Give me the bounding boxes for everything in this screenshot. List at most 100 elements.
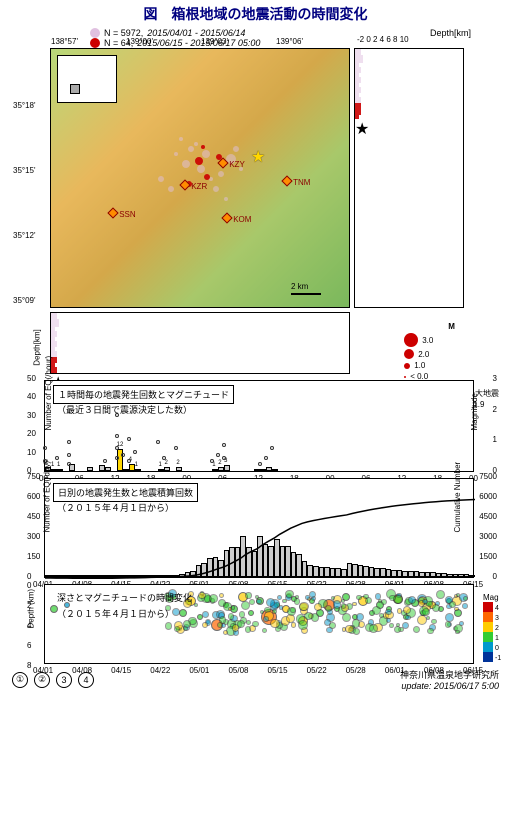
depth-time-point — [291, 622, 297, 628]
hourly-chart: １時間毎の地震発生回数とマグニチュード （最近３日間で震源決定した数） Numb… — [44, 380, 474, 472]
max-eq-star: ★ — [355, 119, 463, 139]
depth-profile-ew: -2 0 2 4 6 8 10 ★ — [354, 48, 464, 308]
hourly-bar-label: 2 — [218, 460, 221, 466]
depth-time-point — [445, 621, 452, 628]
period2-symbol — [90, 38, 100, 48]
magnitude-colorbar: Mag43210-1 — [483, 593, 493, 662]
depthtime-xtick: 04/08 — [72, 666, 92, 675]
depthtime-ytick: 0 — [27, 581, 31, 590]
hourly-mag-point — [127, 459, 131, 463]
hourly-bar — [105, 467, 111, 471]
colorbar-tick: 4 — [495, 605, 499, 612]
hourly-bar — [224, 465, 230, 471]
hourly-bar-label: 1 — [51, 462, 54, 468]
depth-time-point — [298, 620, 308, 630]
depth-time-point — [329, 622, 336, 629]
eq-point — [233, 146, 239, 152]
station-kzy: KZY — [219, 159, 245, 169]
depthtime-title: 深さとマグニチュードの時間変化 — [53, 589, 196, 606]
hourly-mag-point — [67, 440, 71, 444]
lat-tick: 35°12' — [13, 231, 36, 240]
depth-time-point — [353, 628, 360, 635]
hourly-mag-point — [115, 434, 119, 438]
eq-point — [174, 152, 178, 156]
eq-point — [213, 186, 219, 192]
colorbar-label: Mag — [483, 593, 493, 602]
hourly-ytick-right: 3 — [493, 374, 497, 383]
depth-time-point — [245, 626, 252, 633]
depth-bottom-ylabel: Depth[km] — [33, 329, 42, 365]
depth-time-point — [228, 613, 234, 619]
colorbar-seg — [483, 632, 493, 642]
hourly-bar-label: 1 — [135, 462, 138, 468]
hourly-bar-label: 1 — [212, 462, 215, 468]
depthtime-xtick: 04/01 — [33, 666, 53, 675]
eq-point — [355, 115, 359, 119]
depthtime-xtick: 06/08 — [424, 666, 444, 675]
depth-time-point — [221, 623, 227, 629]
depth-time-point — [413, 626, 420, 633]
eq-point — [158, 176, 164, 182]
hourly-mag-point — [115, 456, 119, 460]
depth-time-point — [165, 622, 172, 629]
daily-subtitle: （２０１５年４月１日から） — [57, 501, 174, 514]
depth-time-point — [462, 603, 468, 609]
depth-time-point — [241, 601, 250, 610]
mag-legend-item: 3.0 — [404, 333, 499, 347]
hourly-mag-point — [133, 450, 137, 454]
inset-map — [57, 55, 117, 103]
depth-time-point — [279, 605, 283, 609]
hourly-mag-point — [121, 453, 125, 457]
hourly-mag-point — [43, 446, 47, 450]
depth-time-point — [183, 620, 191, 628]
hourly-bar — [87, 467, 93, 471]
depth-time-chart: 深さとマグニチュードの時間変化 （２０１５年４月１日から） Depth (km)… — [44, 584, 474, 664]
depthtime-xtick: 05/01 — [189, 666, 209, 675]
daily-ytick-right: 6000 — [479, 492, 497, 501]
colorbar-tick: -1 — [495, 655, 501, 662]
hourly-mag-point — [216, 453, 220, 457]
depth-time-point — [248, 610, 254, 616]
hourly-mag-point — [258, 462, 262, 466]
hourly-bar — [164, 467, 170, 471]
colorbar-tick: 1 — [495, 635, 499, 642]
depth-time-point — [237, 620, 245, 628]
daily-ytick-right: 0 — [493, 572, 497, 581]
depthtime-xtick: 05/15 — [268, 666, 288, 675]
depth-time-point — [179, 609, 187, 617]
hourly-mag-point — [162, 456, 166, 460]
depth-ticks: -2 0 2 4 6 8 10 — [357, 35, 409, 44]
hourly-mag-point — [127, 437, 131, 441]
depth-time-point — [305, 595, 309, 599]
credit-org: 神奈川県温泉地学研究所 — [400, 668, 499, 681]
eq-point — [197, 165, 205, 173]
colorbar-seg — [483, 612, 493, 622]
hourly-mag-point — [156, 440, 160, 444]
period1-range: 2015/04/01 - 2015/06/14 — [147, 28, 245, 38]
hourly-bar-label: 2 — [164, 460, 167, 466]
lat-tick: 35°18' — [13, 101, 36, 110]
page-circle: 3 — [56, 672, 72, 688]
hourly-ylabel-left: Number of EQ(/hour) — [44, 356, 53, 431]
hourly-ytick-right: 1 — [493, 435, 497, 444]
depth-profile-ns: Depth[km] ★048 — [50, 312, 350, 374]
daily-ytick-left: 0 — [27, 572, 31, 581]
daily-ytick-left: 600 — [27, 492, 40, 501]
colorbar-seg — [483, 652, 493, 662]
station-kom: KOM — [223, 214, 251, 224]
depth-time-point — [455, 630, 459, 634]
depth-time-point — [262, 628, 267, 633]
hourly-ytick-left: 50 — [27, 374, 36, 383]
daily-ytick-right: 3000 — [479, 532, 497, 541]
mag-legend-item: 2.0 — [404, 349, 499, 359]
depth-time-point — [405, 615, 411, 621]
hourly-bar-label: 1 — [158, 462, 161, 468]
hourly-mag-point — [103, 459, 107, 463]
depthtime-xtick: 04/15 — [111, 666, 131, 675]
colorbar-seg — [483, 602, 493, 612]
hourly-ytick-left: 40 — [27, 392, 36, 401]
hourly-bar — [135, 469, 141, 471]
depthtime-xtick: 06/01 — [385, 666, 405, 675]
hourly-title: １時間毎の地震発生回数とマグニチュード — [53, 385, 234, 404]
depthtime-subtitle: （２０１５年４月１日から） — [57, 607, 174, 620]
